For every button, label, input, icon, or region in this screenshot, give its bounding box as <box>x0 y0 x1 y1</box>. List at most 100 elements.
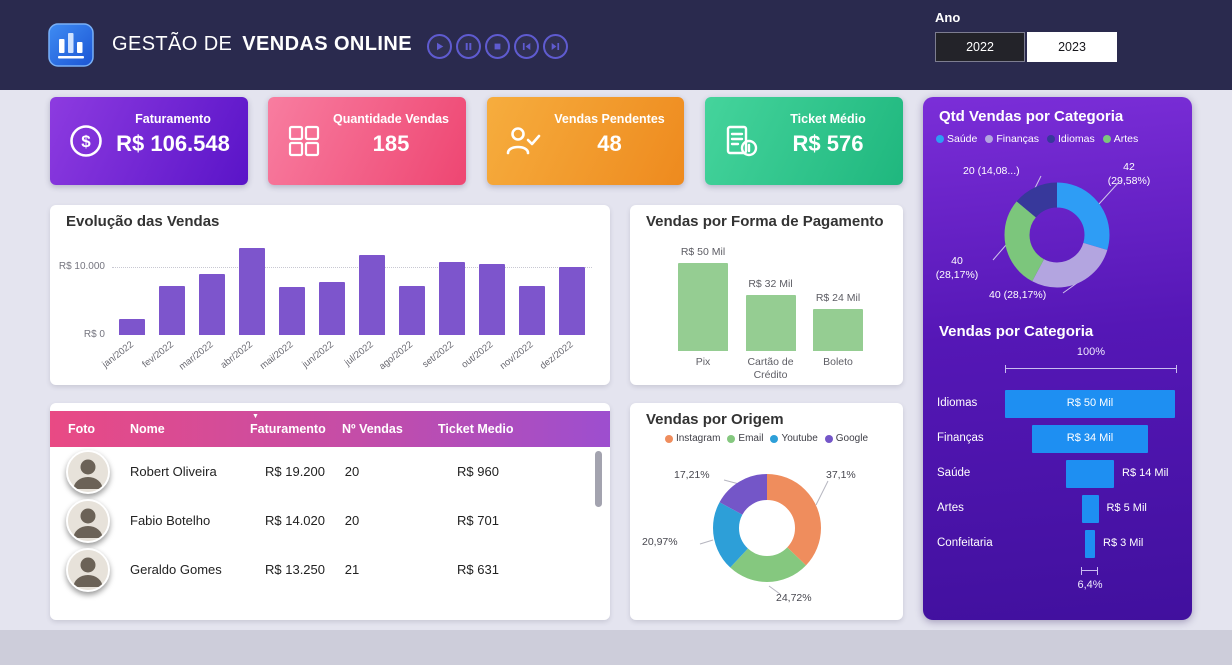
evolucao-bar[interactable] <box>119 319 145 335</box>
donut-segment-email[interactable] <box>713 474 821 582</box>
funnel-value-label: R$ 50 Mil <box>1066 397 1114 409</box>
evolucao-bar[interactable] <box>479 264 505 335</box>
sort-icon: ▼ <box>252 413 259 420</box>
bar-value-label: R$ 32 Mil <box>748 278 793 290</box>
leader-line <box>992 244 1007 261</box>
year-toggle: 2022 2023 <box>935 32 1117 62</box>
evolucao-plot <box>112 232 592 335</box>
evolucao-bar[interactable] <box>199 274 225 335</box>
legend-dot <box>664 434 673 443</box>
leader-line <box>815 480 829 506</box>
funnel-bar[interactable] <box>1085 530 1095 558</box>
evolucao-bar[interactable] <box>239 248 265 335</box>
kpi-text: Ticket Médio R$ 576 <box>761 112 895 157</box>
previous-button[interactable] <box>514 34 539 59</box>
bar-value-label: R$ 24 Mil <box>815 292 861 304</box>
donut-label-idiomas: 20 (14,08...) <box>963 165 1020 177</box>
app-title-bold: VENDAS ONLINE <box>242 33 412 55</box>
sellers-table-card: Foto Nome ▼ Faturamento Nº Vendas Ticket… <box>50 403 610 620</box>
footer-strip <box>0 630 1232 665</box>
funnel-category-label: Artes <box>937 502 964 514</box>
funnel-bottom-bracket <box>1081 567 1098 575</box>
year-filter-label: Ano <box>935 10 961 25</box>
x-axis-label: jan/2022 <box>99 339 136 371</box>
legend-item-google[interactable]: Google <box>824 433 868 444</box>
origem-donut-chart[interactable] <box>630 441 903 621</box>
funnel-category-label: Saúde <box>937 467 971 479</box>
app-logo <box>48 23 94 67</box>
table-scrollbar[interactable] <box>595 451 602 611</box>
legend-item-saúde[interactable]: Saúde <box>936 133 977 145</box>
table-row[interactable]: Robert Oliveira R$ 19.200 20 R$ 960 <box>50 447 610 496</box>
legend-item-youtube[interactable]: Youtube <box>770 433 818 444</box>
pagamento-bar[interactable] <box>678 263 728 351</box>
funnel-bar[interactable] <box>1066 460 1114 488</box>
bar-value-label: R$ 50 Mil <box>680 246 726 258</box>
kpi-label: Ticket Médio <box>790 112 866 126</box>
pause-button[interactable] <box>456 34 481 59</box>
table-header-nome[interactable]: Nome <box>130 422 165 436</box>
stop-button[interactable] <box>485 34 510 59</box>
funnel-value-label: R$ 3 Mil <box>1103 537 1144 549</box>
legend-label: Email <box>738 433 764 444</box>
table-header-n-vendas[interactable]: Nº Vendas <box>342 422 403 436</box>
table-header-foto[interactable]: Foto <box>68 422 96 436</box>
leader-line <box>699 539 714 545</box>
funnel-value-label: R$ 14 Mil <box>1122 467 1169 479</box>
funnel-bar[interactable] <box>1081 495 1099 523</box>
evolucao-bar[interactable] <box>399 286 425 335</box>
cell-faturamento: R$ 13.250 <box>265 562 325 577</box>
evolucao-bar[interactable] <box>559 267 585 335</box>
pagamento-bar[interactable] <box>745 295 796 351</box>
legend-item-artes[interactable]: Artes <box>1102 133 1138 145</box>
x-axis-label: jun/2022 <box>299 339 336 371</box>
evolucao-bar[interactable] <box>439 262 465 335</box>
donut-label-instagram: 37,1% <box>826 469 856 481</box>
evolucao-bar[interactable] <box>159 286 185 335</box>
table-header-faturamento[interactable]: ▼ Faturamento <box>250 411 326 447</box>
donut-label-finanças: 40 (28,17%) <box>989 289 1047 301</box>
evolucao-card: Evolução das Vendas R$ 10.000 R$ 0 jan/2… <box>50 205 610 385</box>
legend-item-idiomas[interactable]: Idiomas <box>1046 133 1095 145</box>
app-title-regular: GESTÃO DE <box>112 33 233 55</box>
table-row[interactable]: Fabio Botelho R$ 14.020 20 R$ 701 <box>50 496 610 545</box>
table-header-ticket-medio[interactable]: Ticket Medio <box>438 422 514 436</box>
table-row[interactable]: Geraldo Gomes R$ 13.250 21 R$ 631 <box>50 545 610 594</box>
categoria-donut-chart[interactable] <box>923 152 1192 312</box>
year-2023-button[interactable]: 2023 <box>1027 32 1117 62</box>
kpi-value: R$ 106.548 <box>116 131 230 156</box>
leader-line <box>1034 175 1042 189</box>
cell-n-vendas: 21 <box>344 562 360 577</box>
donut-label-saúde: 42 (29,58%) <box>1107 161 1151 187</box>
leader-line <box>1098 181 1120 205</box>
kpi-value: R$ 576 <box>792 131 864 156</box>
funnel-bar[interactable] <box>1032 425 1148 453</box>
evolucao-bar[interactable] <box>279 287 305 335</box>
evolucao-bar[interactable] <box>319 282 345 335</box>
evolucao-gridline <box>112 267 592 268</box>
legend-item-finanças[interactable]: Finanças <box>985 133 1039 145</box>
next-button[interactable] <box>543 34 568 59</box>
year-filter: Ano 2022 2023 <box>935 10 1117 62</box>
donut-segment-idiomas[interactable] <box>1004 182 1110 288</box>
play-button[interactable] <box>427 34 452 59</box>
x-axis-label: fev/2022 <box>139 339 176 371</box>
donut-segment-google[interactable] <box>713 474 821 582</box>
donut-segment-finanças[interactable] <box>1004 182 1110 288</box>
pagamento-title: Vendas por Forma de Pagamento <box>646 213 884 230</box>
table-scrollbar-thumb[interactable] <box>595 451 602 507</box>
kpi-label: Faturamento <box>135 112 211 126</box>
evolucao-bar[interactable] <box>359 255 385 335</box>
kpi-label: Vendas Pendentes <box>554 112 665 126</box>
pagamento-bar[interactable] <box>813 309 863 351</box>
origem-legend: Instagram Email Youtube Google <box>630 433 903 444</box>
evolucao-ytick-0: R$ 0 <box>83 329 105 340</box>
legend-item-email[interactable]: Email <box>727 433 763 444</box>
year-2022-button[interactable]: 2022 <box>935 32 1025 62</box>
donut-segment-youtube[interactable] <box>713 474 821 582</box>
legend-item-instagram[interactable]: Instagram <box>664 433 720 444</box>
evolucao-bar[interactable] <box>519 286 545 335</box>
donut-segment-artes[interactable] <box>1004 182 1110 288</box>
funnel-bar[interactable] <box>1005 390 1175 418</box>
funnel-value-label: R$ 34 Mil <box>1066 432 1114 444</box>
